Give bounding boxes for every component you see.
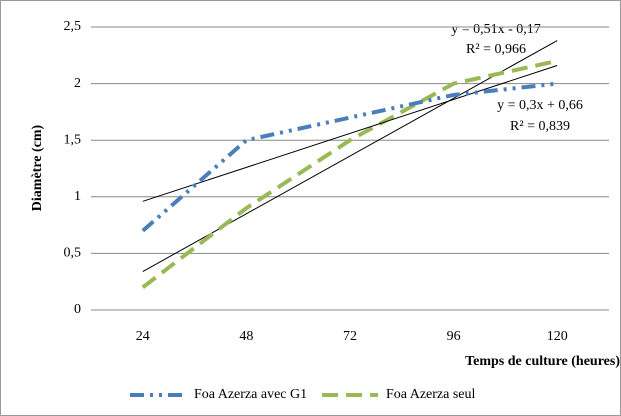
x-tick-label: 120 xyxy=(547,329,568,344)
series-line xyxy=(141,81,558,233)
y-tick-label: 2 xyxy=(74,76,81,91)
trendline xyxy=(142,65,558,202)
legend-label: Foa Azerza avec G1 xyxy=(194,387,307,402)
legend-label: Foa Azerza seul xyxy=(386,387,476,402)
y-axis-title: Diamètre (cm) xyxy=(30,124,45,211)
x-tick-label: 48 xyxy=(239,329,253,344)
y-tick-label: 1,5 xyxy=(64,132,82,147)
y-tick-label: 0,5 xyxy=(64,246,82,261)
x-tick-label: 24 xyxy=(136,329,150,344)
y-tick-label: 1 xyxy=(74,189,81,204)
y-tick-label: 2,5 xyxy=(64,19,82,34)
x-tick-label: 96 xyxy=(447,329,461,344)
x-tick-label: 72 xyxy=(343,329,357,344)
series-line xyxy=(141,59,558,289)
trend-equation: y = 0,51x - 0,17 xyxy=(451,22,541,37)
x-axis-title: Temps de culture (heures) xyxy=(465,354,620,369)
trend-r-squared: R² = 0,839 xyxy=(510,119,570,134)
trend-equation: y = 0,3x + 0,66 xyxy=(497,98,583,113)
trend-r-squared: R² = 0,966 xyxy=(466,42,526,57)
y-tick-label: 0 xyxy=(74,302,81,317)
